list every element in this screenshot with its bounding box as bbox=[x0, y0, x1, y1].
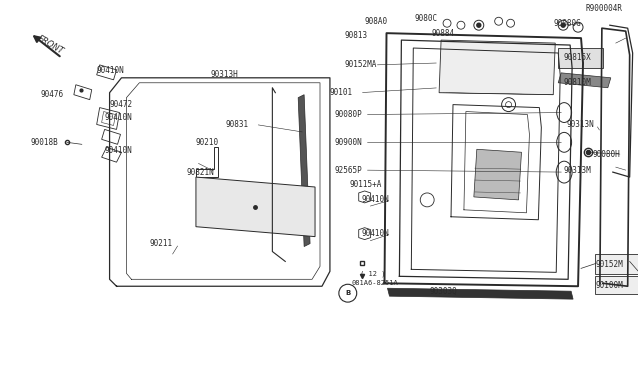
Text: 90815X: 90815X bbox=[563, 54, 591, 62]
Text: 90821N: 90821N bbox=[186, 168, 214, 177]
Text: FRONT: FRONT bbox=[35, 34, 65, 56]
Text: ( 12 ): ( 12 ) bbox=[360, 270, 385, 277]
Text: 90100M: 90100M bbox=[596, 281, 623, 290]
Text: 908A0: 908A0 bbox=[365, 17, 388, 26]
Text: 90410N: 90410N bbox=[362, 195, 389, 204]
Text: R900004R: R900004R bbox=[586, 4, 623, 13]
Text: 90476: 90476 bbox=[40, 90, 63, 99]
Text: 90211: 90211 bbox=[149, 239, 172, 248]
Text: 90313M: 90313M bbox=[563, 166, 591, 174]
Text: 90210: 90210 bbox=[196, 138, 219, 147]
Text: 9080C: 9080C bbox=[414, 14, 437, 23]
Polygon shape bbox=[558, 73, 611, 88]
Text: 90303Q: 90303Q bbox=[429, 287, 457, 296]
Polygon shape bbox=[298, 95, 310, 247]
Polygon shape bbox=[474, 149, 522, 200]
Text: 90410N: 90410N bbox=[362, 229, 389, 238]
Text: 90101: 90101 bbox=[330, 88, 353, 97]
Text: 92565P: 92565P bbox=[335, 166, 363, 174]
Text: 90810M: 90810M bbox=[563, 78, 591, 87]
Circle shape bbox=[477, 23, 481, 27]
Text: 90410N: 90410N bbox=[104, 113, 132, 122]
Text: 90152M: 90152M bbox=[596, 260, 623, 269]
FancyBboxPatch shape bbox=[595, 254, 640, 274]
Polygon shape bbox=[387, 288, 573, 299]
Text: 90884: 90884 bbox=[431, 29, 454, 38]
Text: 90080G: 90080G bbox=[553, 19, 581, 28]
Text: 90313H: 90313H bbox=[211, 70, 239, 79]
Text: 90080P: 90080P bbox=[335, 110, 363, 119]
Text: 90410N: 90410N bbox=[97, 66, 124, 76]
Bar bbox=[558, 48, 603, 68]
Text: 90410N: 90410N bbox=[104, 146, 132, 155]
Text: 90831: 90831 bbox=[226, 120, 249, 129]
Text: 90813: 90813 bbox=[345, 31, 368, 40]
Text: 081A6-8251A: 081A6-8251A bbox=[352, 280, 399, 286]
Polygon shape bbox=[439, 40, 556, 95]
Circle shape bbox=[561, 23, 565, 27]
Text: 90080H: 90080H bbox=[593, 150, 621, 159]
Text: 90152MA: 90152MA bbox=[345, 60, 377, 70]
Text: 90900N: 90900N bbox=[335, 138, 363, 147]
Text: B: B bbox=[345, 290, 351, 296]
Text: 90472: 90472 bbox=[109, 100, 132, 109]
Text: 90018B: 90018B bbox=[30, 138, 58, 147]
Polygon shape bbox=[196, 177, 315, 237]
Text: 90313N: 90313N bbox=[566, 120, 594, 129]
FancyBboxPatch shape bbox=[595, 276, 640, 294]
Text: 90115+A: 90115+A bbox=[350, 180, 382, 189]
